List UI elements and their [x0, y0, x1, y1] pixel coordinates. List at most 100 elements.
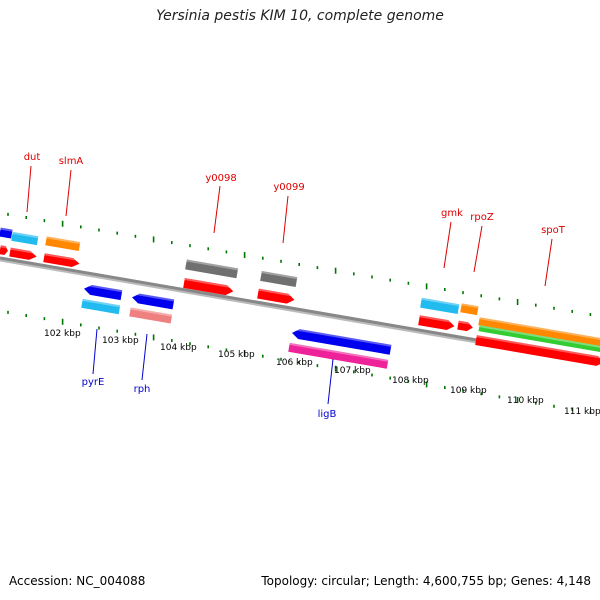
gene-block-shape [478, 317, 600, 347]
leader-line [327, 358, 334, 405]
cds-arrow-shape [475, 335, 600, 366]
gene-block [129, 307, 173, 324]
scale-dots [7, 212, 592, 415]
cds-arrow [84, 283, 123, 301]
gene-block [81, 298, 121, 315]
gene-block-shape [420, 297, 460, 315]
cds-arrow-highlight [476, 335, 600, 360]
cds-arrow-shape [457, 320, 473, 332]
tick-label: 107 kbp [334, 366, 371, 376]
gene-block-highlight [261, 271, 298, 280]
gene-labels: dut slmA y0098 y0099 gmk rpoZ spoT pyrE rph ligB [24, 152, 566, 420]
gene-label: y0099 [273, 182, 304, 193]
gene-block [185, 259, 239, 279]
gene-block-shape [478, 325, 600, 353]
gene-block-highlight [461, 303, 479, 309]
tick-label: 105 kbp [218, 350, 255, 360]
cds-arrow-highlight [184, 278, 235, 289]
gene-block [11, 231, 39, 246]
gene-block [45, 236, 81, 252]
gene-block [478, 317, 600, 347]
cds-arrow [9, 247, 38, 260]
gene-block-shape [0, 227, 13, 239]
cds-arrow-highlight [132, 292, 175, 302]
gene-block-shape [288, 342, 389, 369]
gene-block [420, 297, 460, 315]
gene-block-highlight [82, 298, 121, 308]
tick-labels: 102 kbp 103 kbp 104 kbp 105 kbp 106 kbp 107 k… [44, 329, 600, 417]
genome-summary-text: Topology: circular; Length: 4,600,755 bp… [261, 574, 591, 588]
map-title: Yersinia pestis KIM 10, complete genome [156, 8, 444, 24]
leader-line [26, 165, 32, 213]
cds-arrow-shape [183, 278, 234, 296]
gene-label: dut [24, 152, 41, 163]
leader-line [282, 195, 289, 244]
gene-block-shape [11, 231, 39, 246]
cds-arrow [0, 245, 9, 256]
gene-block-highlight [0, 227, 13, 232]
gene-block [478, 325, 600, 353]
cds-arrow-shape [418, 315, 455, 331]
leader-line [473, 225, 483, 273]
cds-arrow [183, 278, 235, 296]
gene-block-highlight [289, 342, 389, 362]
gene-block-highlight [130, 307, 173, 317]
gene-label: ligB [318, 409, 337, 420]
tick-label: 109 kbp [450, 386, 487, 396]
cds-arrow-highlight [44, 253, 81, 262]
cds-arrow-highlight [10, 247, 38, 255]
gene-block-shape [129, 307, 173, 324]
leader-line [92, 328, 98, 375]
gene-block-highlight [479, 325, 600, 349]
tick-label: 110 kbp [507, 396, 544, 406]
cds-arrow-shape [9, 247, 37, 260]
cds-arrow [257, 288, 296, 304]
cds-arrow-shape [84, 284, 123, 301]
gene-block [0, 227, 13, 239]
gene-block-highlight [479, 317, 600, 341]
cds-arrow [292, 327, 392, 355]
tick-label: 108 kbp [392, 376, 429, 386]
gene-block-shape [460, 303, 479, 316]
gene-block-shape [260, 271, 298, 288]
cds-arrow-shape [0, 245, 8, 256]
tick-label: 104 kbp [160, 343, 197, 353]
cds-arrow-highlight [458, 320, 474, 326]
cds-arrow [132, 292, 175, 310]
gene-label: rpoZ [470, 212, 494, 223]
tick-label: 102 kbp [44, 329, 81, 339]
cds-arrow [418, 315, 456, 331]
gene-label: y0098 [205, 173, 236, 184]
gene-label: rph [134, 384, 151, 395]
label-leaders [26, 165, 553, 405]
gene-block-highlight [12, 231, 39, 239]
leader-line [65, 169, 72, 217]
gene-block-highlight [46, 236, 81, 245]
gene-label: slmA [59, 156, 84, 167]
tick-label: 103 kbp [102, 336, 139, 346]
leader-line [443, 221, 452, 269]
gene-block-shape [185, 259, 239, 279]
gene-block-highlight [421, 297, 460, 307]
gene-label: spoT [541, 225, 566, 236]
gene-block [288, 342, 389, 369]
cds-arrow-shape [292, 329, 392, 355]
gene-block-highlight [186, 259, 239, 271]
tick-label: 111 kbp [564, 407, 600, 417]
cds-arrow-highlight [0, 245, 9, 249]
cds-arrow-shape [132, 293, 175, 310]
gene-features [0, 227, 600, 369]
tick-label: 106 kbp [276, 358, 313, 368]
cds-arrow-highlight [292, 327, 392, 347]
cds-arrow-highlight [84, 283, 123, 293]
cds-arrow-highlight [258, 288, 296, 297]
gene-block-shape [45, 236, 81, 252]
leader-line [213, 185, 221, 234]
cds-arrow-shape [43, 253, 80, 268]
gene-label: pyrE [82, 377, 105, 388]
cds-arrow [43, 253, 81, 268]
gene-label: gmk [441, 208, 463, 219]
cds-arrow [457, 320, 474, 332]
gene-block [260, 271, 298, 288]
